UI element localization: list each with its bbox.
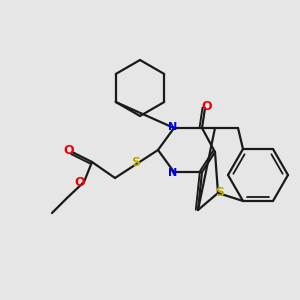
Text: S: S (215, 187, 224, 200)
Text: O: O (75, 176, 85, 190)
Text: O: O (64, 145, 74, 158)
Text: N: N (168, 122, 178, 132)
Text: S: S (131, 155, 140, 169)
Text: N: N (168, 168, 178, 178)
Text: O: O (202, 100, 212, 113)
